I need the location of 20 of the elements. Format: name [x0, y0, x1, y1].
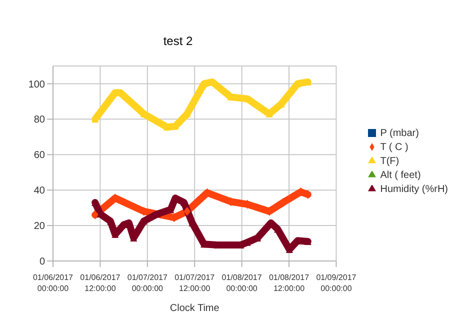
chart-subtitle: test 2: [162, 34, 194, 48]
y-tick-label: 20: [34, 221, 46, 232]
y-tick-label: 40: [34, 186, 46, 197]
legend-label: Humidity (%rH): [380, 184, 448, 194]
x-tick-label: 01/06/2017 00:00:00: [32, 273, 74, 293]
x-tick-label: 01/08/2017 12:00:00: [268, 273, 310, 293]
y-tick-label: 80: [34, 114, 46, 126]
x-tick-label: 01/08/2017 00:00:00: [222, 273, 262, 293]
x-axis-title: Clock Time: [170, 303, 220, 314]
legend-label: T ( C ): [380, 142, 408, 152]
legend-label: P (mbar): [380, 128, 419, 138]
x-tick-label: 01/06/2017 12:00:00: [80, 273, 121, 293]
y-tick-label: 60: [34, 150, 46, 162]
y-tick-label: 100: [28, 79, 46, 90]
legend-label: T(F): [380, 156, 400, 166]
x-tick-label: 01/09/2017 00:00:00: [316, 273, 357, 293]
x-tick-label: 01/07/2017 00:00:00: [127, 273, 168, 293]
x-tick-label: 01/07/2017 12:00:00: [174, 273, 216, 293]
y-tick-label: 0: [39, 256, 46, 268]
legend-label: Alt ( feet): [380, 170, 421, 180]
